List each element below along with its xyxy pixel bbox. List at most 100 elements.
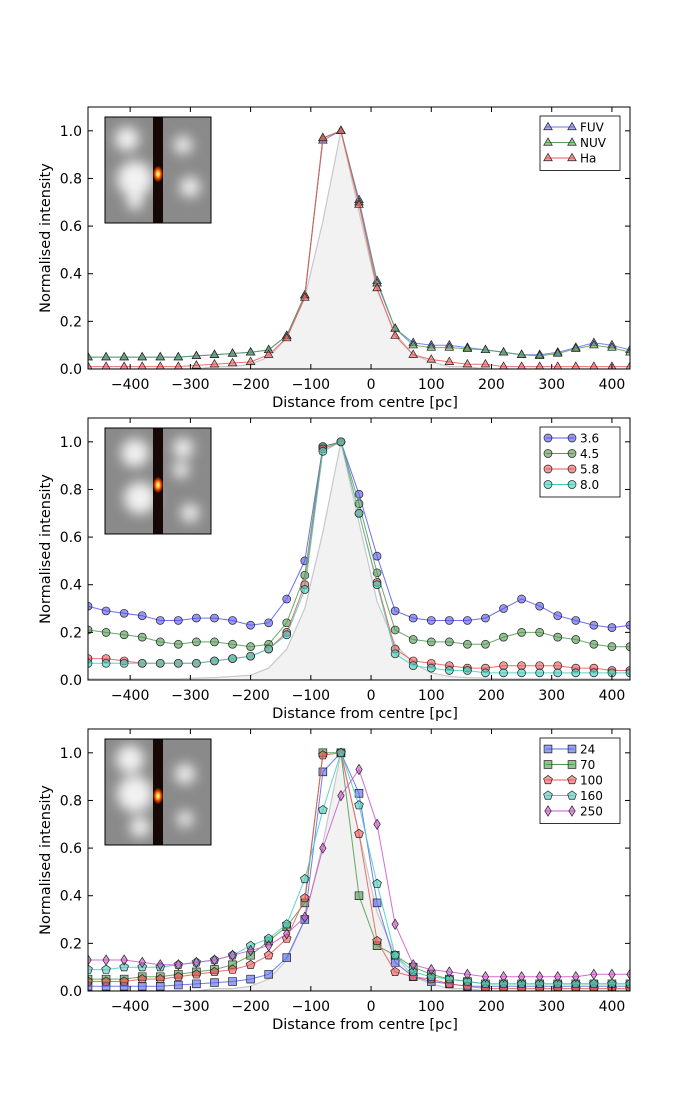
x-tick-label: 400 <box>599 688 626 704</box>
y-tick-label: 0.0 <box>60 984 82 1000</box>
x-tick-label: 300 <box>538 688 565 704</box>
y-tick-label: 0.6 <box>60 530 82 546</box>
data-point <box>102 954 110 966</box>
inset-blob <box>117 776 153 812</box>
data-point <box>426 971 437 981</box>
inset-blob <box>174 136 192 154</box>
data-point <box>137 632 147 642</box>
data-point <box>210 656 219 666</box>
data-point <box>553 668 563 678</box>
data-point <box>228 949 237 961</box>
panel-top: −400 −300 −200 −100 0 100 200 300 400 0.0 0.2 0.4 0.… <box>38 106 631 411</box>
legend-marker <box>543 137 553 146</box>
data-point <box>589 639 599 649</box>
data-point <box>517 361 527 369</box>
legend-marker <box>543 744 553 754</box>
legend-entry-Ha: Ha <box>543 152 596 166</box>
data-point <box>318 132 328 142</box>
legend-label: Ha <box>580 152 596 166</box>
data-point <box>426 354 437 363</box>
data-point <box>263 349 274 358</box>
x-tick-label: −200 <box>231 377 269 393</box>
data-point <box>263 950 274 960</box>
data-point <box>607 342 617 351</box>
data-point <box>499 632 508 642</box>
data-point <box>516 978 527 988</box>
legend-entry-160: 160 <box>543 789 603 803</box>
data-point <box>156 959 164 971</box>
x-tick-label: −400 <box>111 377 149 393</box>
legend-label: FUV <box>580 121 605 135</box>
data-point <box>174 980 183 990</box>
data-point <box>228 977 237 986</box>
data-point <box>192 658 201 668</box>
data-point <box>192 956 201 969</box>
data-point <box>337 789 345 802</box>
data-point <box>173 616 183 625</box>
legend-entry-100: 100 <box>543 774 603 788</box>
inset-blob <box>180 177 200 197</box>
data-point <box>227 348 238 357</box>
data-point <box>444 666 454 675</box>
inset-frame <box>104 116 212 224</box>
inset-blob <box>127 194 143 210</box>
data-point <box>589 668 599 678</box>
data-point <box>390 958 400 967</box>
x-tick-label: −400 <box>111 999 149 1015</box>
legend-marker <box>568 805 576 817</box>
x-tick-label: 0 <box>367 999 376 1015</box>
data-point <box>536 970 544 983</box>
data-point <box>101 976 111 986</box>
data-point <box>462 343 473 352</box>
axes-frame <box>87 728 631 992</box>
data-point <box>571 361 581 369</box>
data-point <box>553 611 563 621</box>
data-point <box>444 637 454 647</box>
data-point <box>372 898 382 908</box>
data-point <box>481 613 490 623</box>
data-point <box>481 668 490 678</box>
legend-entry-3.6: 3.6 <box>543 432 599 446</box>
data-point <box>499 604 508 613</box>
x-tick-label: 200 <box>478 688 505 704</box>
data-point <box>354 199 364 208</box>
data-point <box>192 979 201 989</box>
data-point <box>101 628 111 637</box>
inset-blobs <box>116 745 195 837</box>
y-tick-label: 0.4 <box>60 267 82 283</box>
data-point <box>463 968 472 981</box>
x-tick-label: 100 <box>418 377 445 393</box>
plot-area <box>88 437 630 680</box>
x-tick-label: −400 <box>111 688 149 704</box>
x-tick-label: −300 <box>171 688 209 704</box>
data-point <box>390 950 400 960</box>
data-point <box>173 351 184 361</box>
data-point <box>571 668 581 678</box>
legend-marker <box>567 121 577 131</box>
inset-blob <box>175 764 195 784</box>
data-point <box>155 658 165 668</box>
data-point <box>137 611 147 621</box>
data-point <box>246 974 255 984</box>
data-point <box>444 974 455 984</box>
data-point <box>88 361 93 369</box>
y-tick-label: 0.6 <box>60 219 82 235</box>
legend-marker <box>567 480 577 489</box>
data-point <box>408 613 418 623</box>
data-point <box>372 551 382 561</box>
data-point <box>191 969 202 979</box>
data-point <box>462 976 473 986</box>
legend-label: 24 <box>580 743 595 757</box>
data-point <box>155 361 165 369</box>
legend-marker <box>567 744 577 754</box>
data-point <box>390 606 400 616</box>
data-point <box>173 361 183 369</box>
inset-blob <box>173 438 193 458</box>
data-point <box>480 978 491 988</box>
x-axis-label: Distance from centre [pc] <box>272 706 458 722</box>
data-point <box>318 750 328 760</box>
data-point <box>625 347 630 356</box>
data-point <box>408 349 419 358</box>
data-point <box>572 970 580 983</box>
data-point <box>408 661 418 671</box>
